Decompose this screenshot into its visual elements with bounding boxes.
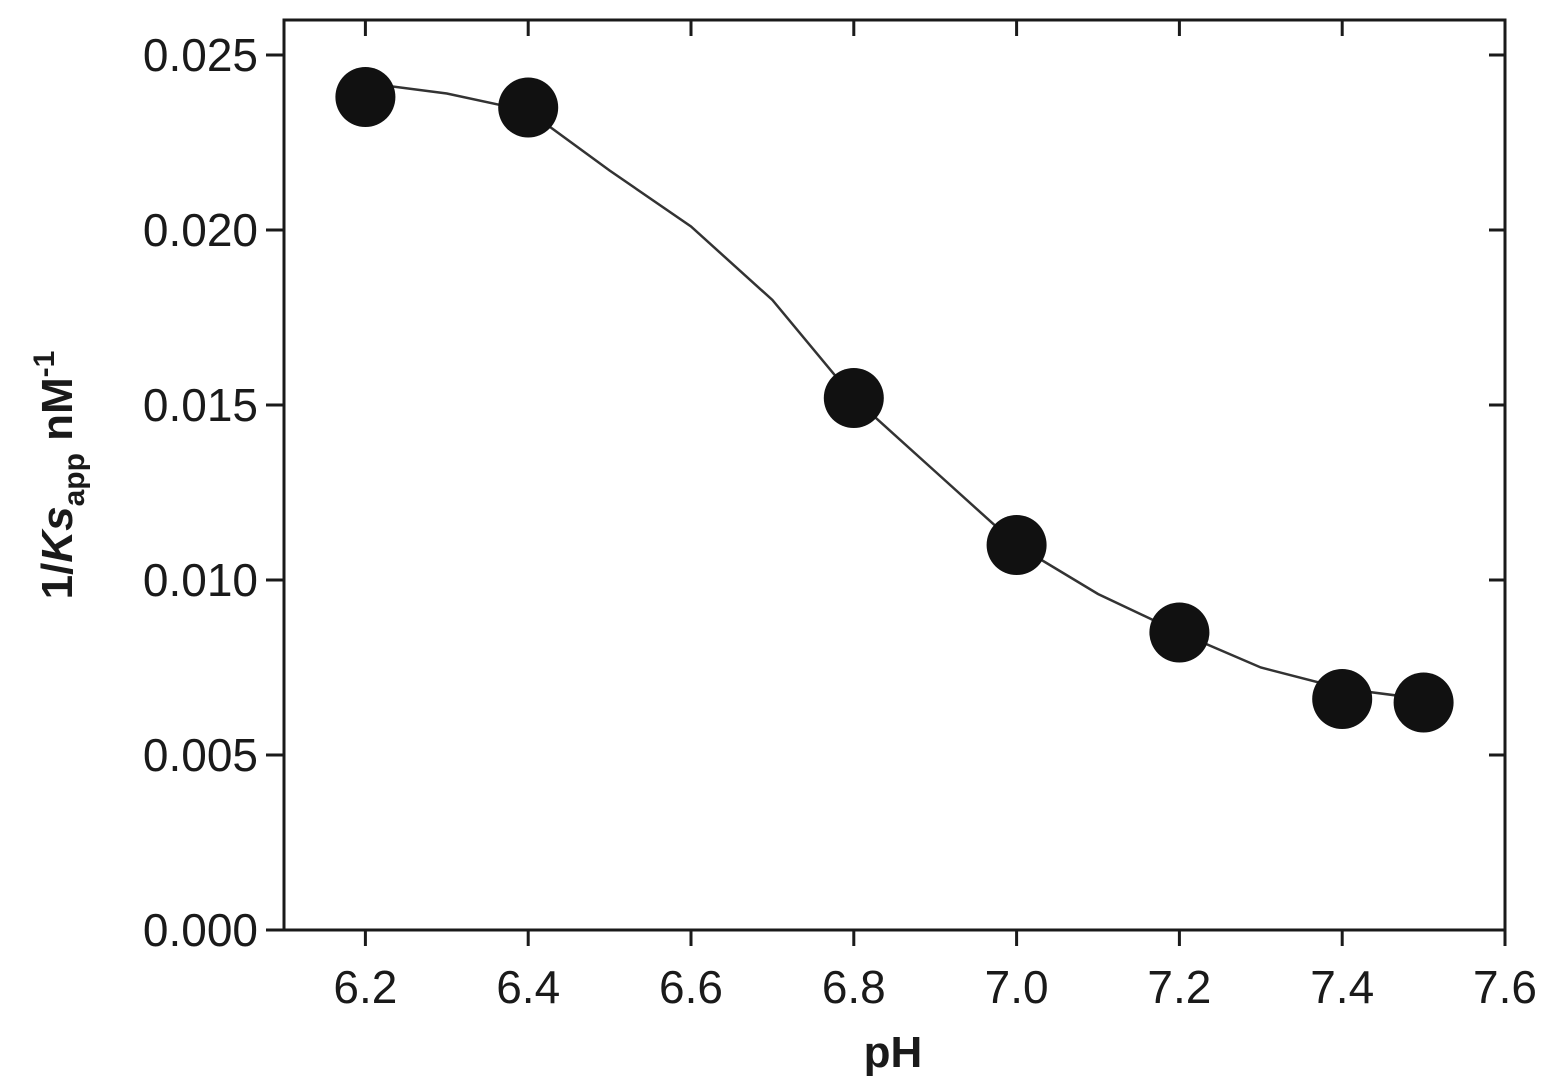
data-point: [498, 77, 559, 138]
x-tick-label: 6.4: [496, 961, 560, 1013]
x-tick-label: 6.2: [333, 961, 397, 1013]
data-point: [823, 368, 884, 428]
y-title-unit: nM: [33, 377, 82, 453]
y-tick-label: 0.020: [143, 204, 258, 256]
plot-frame: [282, 18, 1507, 932]
y-title-sup: -1: [28, 351, 61, 378]
x-axis-title: pH: [864, 1028, 923, 1077]
y-tick-label: 0.010: [143, 554, 258, 606]
y-title-italic: Ks: [33, 506, 82, 562]
x-tick-label: 7.2: [1147, 961, 1211, 1013]
fit-curve: [365, 81, 1424, 701]
data-point: [986, 515, 1047, 575]
data-point: [1393, 672, 1454, 733]
data-point: [1149, 602, 1210, 663]
x-tick-label: 7.0: [985, 961, 1049, 1013]
y-title-prefix: 1/: [33, 563, 82, 600]
y-tick-label: 0.000: [143, 904, 258, 956]
x-tick-label: 6.8: [822, 961, 886, 1013]
y-tick-label: 0.015: [143, 379, 258, 431]
x-tick-label: 6.6: [659, 961, 723, 1013]
y-title-sub: app: [58, 453, 91, 506]
x-tick-label: 7.4: [1310, 961, 1374, 1013]
y-tick-label: 0.005: [143, 729, 258, 781]
y-tick-label: 0.025: [143, 29, 258, 81]
data-point: [335, 67, 396, 127]
x-tick-label: 7.6: [1473, 961, 1537, 1013]
data-point: [1312, 669, 1373, 729]
y-axis-title: 1/Ksapp nM-1: [28, 351, 91, 600]
